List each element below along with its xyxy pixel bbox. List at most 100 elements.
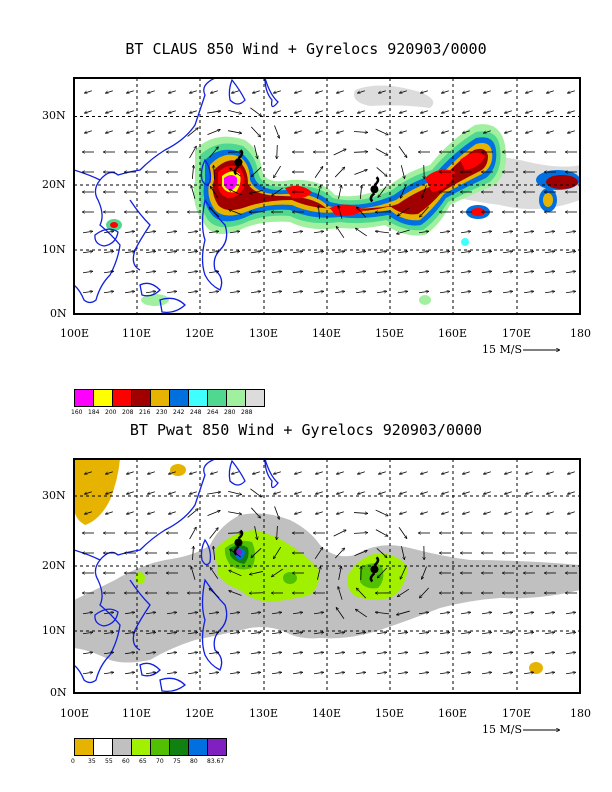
top-wind-vector — [399, 130, 407, 133]
top-wind-vector — [336, 90, 344, 93]
top-wind-vector — [166, 291, 177, 292]
top-wind-vector — [375, 128, 389, 135]
bottom-wind-vector — [103, 632, 114, 633]
cloud-temperature-field — [106, 85, 580, 306]
bottom-wind-vector — [355, 632, 366, 633]
bottom-wind-vector — [126, 491, 134, 494]
bottom-wind-vector — [419, 587, 430, 598]
top-wind-vector — [318, 205, 319, 220]
bottom-wind-vector — [544, 612, 555, 613]
bottom-wind-vector — [544, 632, 555, 633]
top-wind-vector — [355, 251, 366, 252]
top-wind-vector — [168, 90, 176, 93]
top-reference-label: 15 M/S — [482, 343, 522, 356]
top-lat-tick-0n: 0N — [50, 307, 67, 320]
top-lon-tick-130e: 130E — [249, 327, 279, 340]
bottom-wind-vector — [462, 471, 470, 474]
bottom-wind-vector — [334, 632, 345, 633]
top-wind-vector — [336, 110, 344, 113]
top-colorbar-label: 160 — [71, 409, 83, 416]
bottom-wind-vector — [357, 471, 365, 474]
bottom-wind-vector — [378, 491, 386, 494]
bottom-wind-vector — [439, 632, 450, 633]
top-wind-vector — [105, 130, 113, 133]
top-wind-vector — [84, 110, 92, 113]
bottom-wind-vector — [273, 491, 281, 494]
top-wind-vector — [441, 130, 449, 133]
bottom-lat-tick-0n: 0N — [50, 686, 67, 699]
top-wind-vector — [252, 90, 260, 93]
top-wind-vector — [483, 110, 491, 113]
top-wind-vector — [355, 228, 367, 237]
bottom-wind-vector — [124, 652, 135, 653]
bottom-wind-vector — [187, 652, 198, 653]
bottom-wind-vector — [460, 672, 471, 673]
top-wind-vector — [105, 90, 113, 93]
bottom-colorbar-swatch — [169, 738, 189, 756]
bottom-wind-vector — [147, 491, 155, 494]
bottom-wind-vector — [439, 612, 450, 613]
bottom-wind-vector — [397, 632, 408, 633]
top-wind-vector — [249, 189, 263, 193]
bottom-cyclone-symbol — [233, 529, 244, 556]
top-wind-vector — [523, 251, 534, 252]
bottom-wind-vector — [525, 491, 533, 494]
bottom-lon-tick-140e: 140E — [312, 707, 342, 720]
bottom-wind-vector — [441, 471, 449, 474]
bottom-colorbar-swatch — [188, 738, 208, 756]
top-wind-vector — [189, 90, 197, 93]
top-colorbar-label: 280 — [224, 409, 236, 416]
top-wind-vector — [567, 90, 575, 93]
bottom-coastlines — [74, 459, 279, 693]
bottom-wind-vector — [82, 672, 93, 673]
top-wind-vector — [399, 90, 407, 93]
bottom-wind-vector — [397, 588, 410, 598]
bottom-wind-vector — [397, 652, 408, 653]
bottom-wind-vector — [525, 471, 533, 474]
bottom-wind-vector — [418, 632, 429, 633]
top-wind-vector — [544, 231, 555, 232]
bottom-wind-vector — [145, 612, 156, 613]
top-wind-vector — [207, 129, 220, 135]
top-wind-vector — [84, 130, 92, 133]
top-wind-vector — [229, 291, 240, 292]
bottom-wind-vector — [334, 548, 344, 559]
top-wind-vector — [336, 130, 344, 133]
top-wind-vector — [481, 271, 492, 272]
bottom-wind-vector — [399, 471, 407, 474]
bottom-wind-vector — [209, 588, 220, 599]
bottom-wind-vector — [378, 471, 386, 474]
bottom-wind-vector — [191, 566, 196, 580]
bottom-wind-vector — [483, 511, 491, 514]
top-wind-vector — [504, 90, 512, 93]
top-wind-vector — [481, 231, 492, 232]
bottom-wind-vector — [544, 652, 555, 653]
top-wind-vector — [250, 231, 261, 232]
top-wind-vector — [228, 130, 242, 134]
top-wind-vector — [544, 291, 555, 292]
bottom-wind-vector — [315, 471, 323, 474]
bottom-wind-vector — [189, 491, 197, 494]
top-wind-vector — [271, 291, 282, 292]
top-wind-vector — [271, 251, 282, 252]
top-wind-vector — [277, 144, 278, 159]
top-map-title: BT CLAUS 850 Wind + Gyrelocs 920903/0000 — [125, 40, 487, 58]
bottom-wind-vector — [462, 511, 470, 514]
bottom-wind-vector — [377, 567, 388, 578]
bottom-wind-vector — [192, 546, 193, 561]
top-wind-vector — [147, 110, 155, 113]
top-wind-vector — [166, 231, 177, 232]
bottom-wind-vector — [250, 652, 261, 653]
bottom-wind-vector — [207, 492, 221, 495]
top-wind-vector — [189, 110, 197, 113]
top-wind-vector — [567, 110, 575, 113]
bottom-colorbar-label: 0 — [71, 758, 75, 765]
bottom-wind-vector — [250, 632, 261, 633]
bottom-wind-vector — [294, 471, 302, 474]
top-wind-vector — [422, 185, 427, 198]
top-lon-tick-160e: 160E — [438, 327, 468, 340]
top-wind-vector — [376, 167, 388, 176]
top-wind-vector — [334, 271, 345, 272]
top-wind-vector — [439, 231, 450, 232]
bottom-wind-vector — [441, 491, 449, 494]
